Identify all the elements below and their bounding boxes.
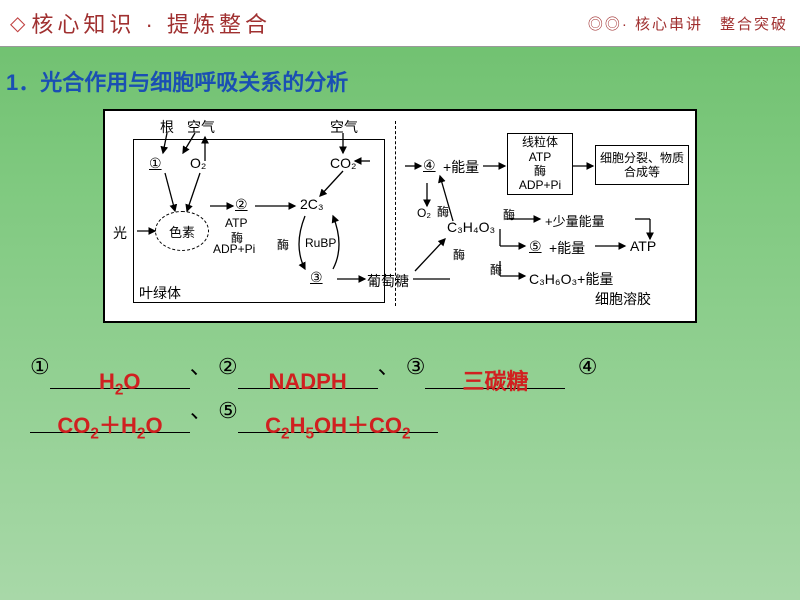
label-glucose: 葡萄糖 — [367, 271, 409, 291]
header-subtitle: 核心串讲 整合突破 — [635, 16, 788, 33]
header-bar: ◇ 核心知识 · 提炼整合 ◎◎· 核心串讲 整合突破 — [0, 0, 800, 47]
header-right: ◎◎· 核心串讲 整合突破 — [588, 13, 788, 34]
label-n1: ① — [149, 155, 162, 172]
label-mito: 线粒体 — [522, 135, 558, 149]
pigment-ellipse: 色素 — [155, 211, 209, 251]
label-adp1: ADP+Pi — [213, 242, 255, 256]
ans-2: NADPH — [268, 369, 346, 394]
blank-2: NADPH — [238, 360, 378, 389]
blank-3: 三碳糖 — [425, 360, 565, 389]
flow-diagram: 根 空气 空气 — [103, 109, 697, 323]
blank-1: H2O — [50, 360, 190, 389]
ans-4: CO2＋H2O — [57, 413, 162, 438]
blank-5: C2H5OH＋CO2 — [238, 404, 438, 433]
label-o2a: O₂ — [190, 155, 206, 171]
header-bullets: ◎◎· — [588, 16, 629, 33]
sep1: 、 — [190, 354, 212, 379]
label-n5: ⑤ — [529, 238, 542, 255]
label-cell-use: 细胞分裂、物质合成等 — [596, 151, 688, 180]
label-cytosol: 细胞溶胶 — [595, 289, 651, 309]
label-atp3: ATP — [630, 238, 656, 254]
ans-1: H2O — [99, 369, 141, 394]
cell-use-box: 细胞分裂、物质合成等 — [595, 145, 689, 185]
ans-n3: ③ — [406, 354, 426, 379]
label-c3h4o3: C₃H₄O₃ — [447, 219, 495, 235]
label-enz-r4: 酶 — [490, 261, 502, 278]
label-n3: ③ — [310, 269, 323, 286]
label-air1: 空气 — [187, 117, 215, 137]
label-small-energy: +少量能量 — [545, 211, 605, 230]
label-energy4: +能量 — [443, 157, 479, 177]
mito-box: 线粒体 ATP 酶 ADP+Pi — [507, 133, 573, 195]
label-pigment: 色素 — [169, 222, 195, 241]
label-enz-r1: 酶 — [437, 203, 449, 220]
section-title: 1．光合作用与细胞呼吸关系的分析 — [0, 47, 800, 109]
answers-block: ①H2O、 ②NADPH、 ③三碳糖 ④ CO2＋H2O、 ⑤C2H5OH＋CO… — [0, 323, 800, 433]
label-co2: CO₂ — [330, 155, 356, 171]
ans-n2: ② — [218, 354, 238, 379]
label-adp2: ADP+Pi — [519, 178, 561, 192]
ans-n5: ⑤ — [218, 398, 238, 423]
label-atp2: ATP — [529, 150, 551, 164]
header-title: 核心知识 · 提炼整合 — [31, 7, 271, 39]
label-n2: ② — [235, 196, 248, 213]
label-n4: ④ — [423, 157, 436, 174]
label-rubp: RuBP — [305, 236, 336, 250]
book-icon: ◇ — [10, 11, 25, 36]
ans-5: C2H5OH＋CO2 — [265, 413, 410, 438]
ans-n4: ④ — [578, 354, 598, 379]
label-light: 光 — [113, 223, 127, 243]
sep4: 、 — [190, 398, 212, 423]
label-enz-cycle1: 酶 — [277, 236, 289, 253]
label-chloroplast: 叶绿体 — [139, 283, 181, 303]
blank-4: CO2＋H2O — [30, 404, 190, 433]
sep2: 、 — [378, 354, 400, 379]
label-root: 根 — [160, 117, 174, 137]
label-o2b: O₂ — [417, 206, 431, 220]
label-air2: 空气 — [330, 117, 358, 137]
label-enz-mito: 酶 — [534, 164, 546, 178]
label-atp1: ATP — [225, 216, 247, 230]
label-enz-r2: 酶 — [503, 206, 515, 223]
ans-3: 三碳糖 — [462, 369, 528, 394]
ans-n1: ① — [30, 354, 50, 379]
label-2c3: 2C₃ — [300, 196, 324, 212]
section-text: 光合作用与细胞呼吸关系的分析 — [40, 70, 348, 95]
diagram-container: 根 空气 空气 — [0, 109, 800, 323]
section-number: 1． — [6, 70, 40, 95]
label-enz-r3: 酶 — [453, 246, 465, 263]
label-c3h6o3: C₃H₆O₃+能量 — [529, 269, 613, 289]
label-energy5b: +能量 — [549, 238, 585, 258]
